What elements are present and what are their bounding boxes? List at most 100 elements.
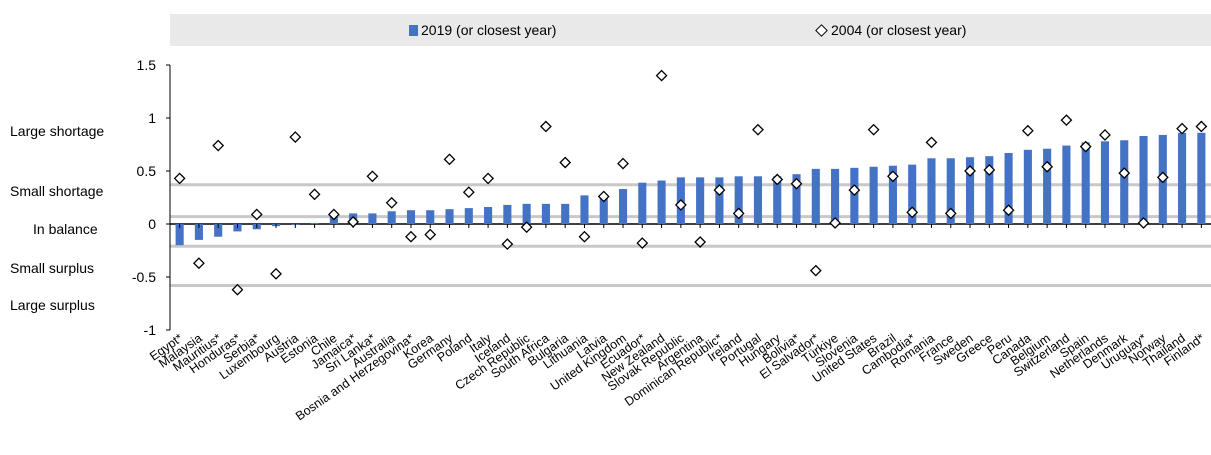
diamond-point xyxy=(983,164,996,176)
diamond-point xyxy=(385,196,398,209)
diamond-point xyxy=(674,199,687,211)
bar xyxy=(1197,132,1206,224)
diamond-point xyxy=(1195,120,1208,133)
bar xyxy=(1043,148,1052,224)
y-tick-label: 0 xyxy=(148,216,156,232)
bar xyxy=(792,174,801,224)
bar xyxy=(464,208,473,224)
bar xyxy=(484,207,493,224)
bar xyxy=(406,210,416,224)
bar xyxy=(811,168,820,224)
diamond-point xyxy=(694,236,707,248)
diamond-point xyxy=(250,208,263,221)
bar xyxy=(214,224,223,237)
diamond-point xyxy=(964,165,976,177)
bar xyxy=(561,203,570,224)
diamond-point xyxy=(944,207,957,220)
diamond-point xyxy=(520,221,533,234)
bar xyxy=(1120,140,1129,224)
y-tick-label: -1 xyxy=(144,322,157,338)
y-tick-label: 1.5 xyxy=(137,57,157,73)
bar xyxy=(1139,136,1148,224)
diamond-point xyxy=(539,120,552,133)
diamond-point xyxy=(559,156,572,169)
band-label-in-balance: In balance xyxy=(33,221,98,237)
diamond-point xyxy=(1060,114,1073,127)
diamond-point xyxy=(867,123,880,136)
bar xyxy=(927,158,936,224)
diamond-point xyxy=(462,186,475,199)
diamond-point xyxy=(829,217,842,229)
diamond-point xyxy=(1099,129,1111,141)
bar xyxy=(985,156,994,224)
diamond-point xyxy=(173,172,186,185)
bar xyxy=(753,176,763,224)
bar xyxy=(310,222,319,224)
diamond-point xyxy=(501,238,514,251)
diamond-point xyxy=(366,170,379,183)
diamond-point xyxy=(636,237,649,249)
bar xyxy=(1004,152,1013,224)
bar xyxy=(426,210,435,224)
y-tick-label: 1 xyxy=(148,110,156,126)
diamond-point xyxy=(308,188,321,201)
diamond-point xyxy=(906,206,919,219)
diamond-point xyxy=(886,170,899,183)
legend-label-2019: 2019 (or closest year) xyxy=(421,22,557,38)
bar xyxy=(1100,141,1110,224)
diamond-point xyxy=(192,257,205,270)
bar xyxy=(1062,145,1071,224)
diamond-point xyxy=(848,184,861,196)
diamond-point xyxy=(327,208,340,221)
diamond-point xyxy=(771,173,784,186)
diamond-point xyxy=(405,230,417,243)
diamond-point xyxy=(1021,124,1034,137)
legend-item-2019: 2019 (or closest year) xyxy=(409,22,556,38)
diamond-point xyxy=(655,69,668,82)
legend-item-2004: 2004 (or closest year) xyxy=(815,22,966,38)
bar xyxy=(888,165,897,224)
bar xyxy=(715,177,724,224)
diamond-point xyxy=(713,184,726,196)
diamond-point xyxy=(790,177,803,190)
diamond-point xyxy=(1041,160,1054,173)
diamond-point xyxy=(925,136,938,149)
diamond-point xyxy=(732,207,745,220)
diamond-point xyxy=(1002,204,1015,217)
bar xyxy=(618,189,628,224)
diamond-point xyxy=(809,264,822,277)
bar xyxy=(445,209,454,224)
diamond-point xyxy=(212,139,225,152)
bar xyxy=(175,224,184,246)
band-label-large-shortage: Large shortage xyxy=(10,123,105,139)
diamond-point xyxy=(1156,171,1169,184)
bar xyxy=(1023,149,1032,224)
bar xyxy=(541,203,550,224)
diamond-point xyxy=(231,283,244,296)
bar xyxy=(773,176,782,224)
diamond-point xyxy=(1118,167,1131,180)
bar xyxy=(194,224,203,240)
bar xyxy=(696,177,705,224)
diamond-point xyxy=(1137,217,1150,229)
bar xyxy=(368,213,377,224)
diamond-point xyxy=(1079,140,1092,153)
diamond-point xyxy=(347,215,360,228)
bar xyxy=(1178,132,1187,224)
band-label-small-surplus: Small surplus xyxy=(10,260,95,276)
diamond-point xyxy=(289,131,302,143)
bar xyxy=(965,157,975,224)
diamond-point xyxy=(482,172,495,185)
diamond-point xyxy=(597,190,610,203)
bar xyxy=(657,180,666,224)
band-label-large-surplus: Large surplus xyxy=(10,297,95,313)
diamond-point xyxy=(424,228,437,241)
band-label-small-shortage: Small shortage xyxy=(10,183,104,199)
bar xyxy=(387,211,396,224)
legend: 2019 (or closest year) 2004 (or closest … xyxy=(170,14,1211,46)
bar xyxy=(946,158,955,224)
bar xyxy=(831,168,840,224)
bar xyxy=(503,204,512,224)
